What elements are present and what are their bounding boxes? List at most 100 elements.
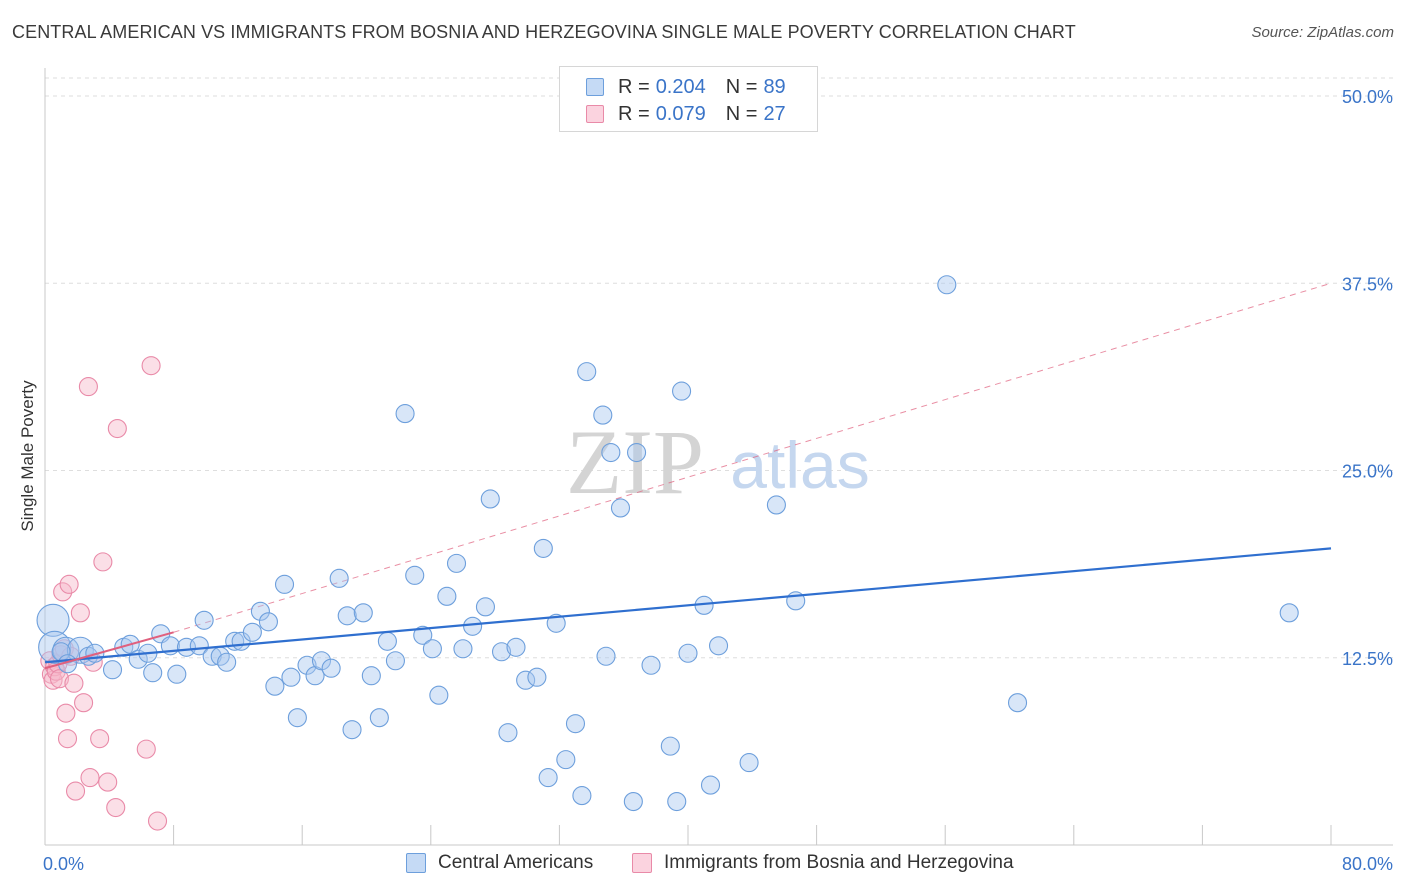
data-point [700, 775, 721, 795]
data-point [672, 381, 692, 401]
legend-r-label: R = [618, 102, 650, 125]
bottom-legend-bosnia: Immigrants from Bosnia and Herzegovina [632, 852, 1014, 874]
legend-r-value: 0.079 [655, 102, 706, 125]
data-point [93, 552, 113, 572]
data-point [546, 613, 566, 633]
data-point [80, 768, 100, 788]
data-point [413, 625, 433, 645]
trend-line [44, 631, 174, 670]
tick-labels: 12.5% 25.0% 37.5% 50.0% 0.0% 80.0% [43, 87, 1393, 874]
data-point [56, 703, 76, 723]
data-point [250, 601, 270, 621]
x-tick-label: 0.0% [43, 854, 84, 874]
data-point [641, 655, 661, 675]
data-point [498, 723, 518, 743]
watermark: ZIP atlas [566, 411, 870, 513]
data-point [678, 643, 698, 663]
data-point [937, 275, 957, 295]
data-point [766, 495, 786, 515]
legend-n-label: N = [725, 75, 758, 98]
data-point [361, 666, 381, 686]
watermark-zip: ZIP [566, 411, 704, 513]
legend-r-value: 0.204 [655, 75, 706, 98]
data-point [596, 646, 616, 666]
data-point [422, 639, 442, 659]
data-point [667, 792, 687, 812]
data-point [107, 419, 127, 439]
data-point [506, 637, 526, 657]
data-points [36, 275, 1332, 831]
source-credit: Source: ZipAtlas.com [1251, 24, 1394, 41]
trend-line-extended [173, 282, 1332, 633]
legend-swatch-blue [586, 78, 604, 96]
data-point [167, 664, 187, 684]
data-point [311, 651, 332, 671]
data-point [369, 708, 389, 728]
legend-n-value: 89 [763, 75, 786, 98]
data-point [78, 377, 98, 397]
legend-n-label: N = [725, 102, 758, 125]
data-point [610, 498, 631, 518]
y-tick-label: 12.5% [1342, 649, 1393, 669]
legend-r-label: R = [618, 75, 650, 98]
data-point [577, 362, 597, 382]
bottom-legend-swatch-blue [406, 853, 426, 873]
data-point [217, 652, 237, 672]
data-point [65, 781, 86, 801]
data-point [102, 660, 123, 680]
data-point [395, 404, 415, 424]
data-point [660, 736, 680, 756]
data-point [708, 636, 729, 656]
chart-title: CENTRAL AMERICAN VS IMMIGRANTS FROM BOSN… [12, 22, 1076, 42]
data-point [437, 586, 457, 606]
data-point [59, 574, 79, 594]
data-point [601, 442, 621, 463]
data-point [53, 582, 73, 602]
y-tick-label: 25.0% [1342, 462, 1393, 482]
y-tick-label: 37.5% [1342, 274, 1393, 294]
data-point [98, 772, 118, 792]
data-point [623, 792, 643, 812]
series-bosnia [40, 356, 168, 831]
data-point [297, 655, 317, 675]
data-point [194, 610, 214, 630]
data-point [480, 489, 500, 509]
legend-swatch-pink [586, 105, 604, 123]
bottom-legend-label: Immigrants from Bosnia and Herzegovina [664, 852, 1014, 873]
data-point [533, 538, 553, 558]
data-point [342, 720, 362, 740]
data-point [565, 714, 586, 734]
data-point [287, 708, 307, 728]
data-point [64, 673, 84, 693]
axes [44, 68, 1393, 846]
data-point [377, 631, 397, 651]
data-point [274, 574, 295, 594]
data-point [57, 729, 78, 749]
y-tick-label: 50.0% [1342, 87, 1393, 107]
data-point [321, 658, 341, 678]
data-point [527, 667, 547, 687]
data-point [739, 753, 759, 773]
data-point [627, 442, 647, 463]
bottom-legend-central-americans: Central Americans [406, 852, 593, 874]
legend-row-bosnia: R = 0.079 N = 27 [586, 102, 786, 126]
trend-lines [173, 282, 1332, 633]
data-point [516, 670, 536, 690]
data-point [491, 642, 512, 662]
data-point [74, 693, 94, 713]
data-point [106, 797, 126, 818]
data-point [38, 630, 72, 664]
data-point [429, 685, 449, 705]
data-point [453, 639, 473, 659]
data-point [337, 606, 357, 626]
bottom-legend-swatch-pink [632, 853, 652, 873]
data-point [556, 750, 576, 770]
data-point [36, 603, 70, 637]
data-point [593, 405, 613, 425]
data-point [281, 667, 301, 687]
legend-n-value: 27 [763, 102, 786, 125]
data-point [538, 768, 558, 788]
stats-legend: R = 0.204 N = 89 R = 0.079 N = 27 [559, 66, 818, 132]
data-point [329, 568, 349, 588]
